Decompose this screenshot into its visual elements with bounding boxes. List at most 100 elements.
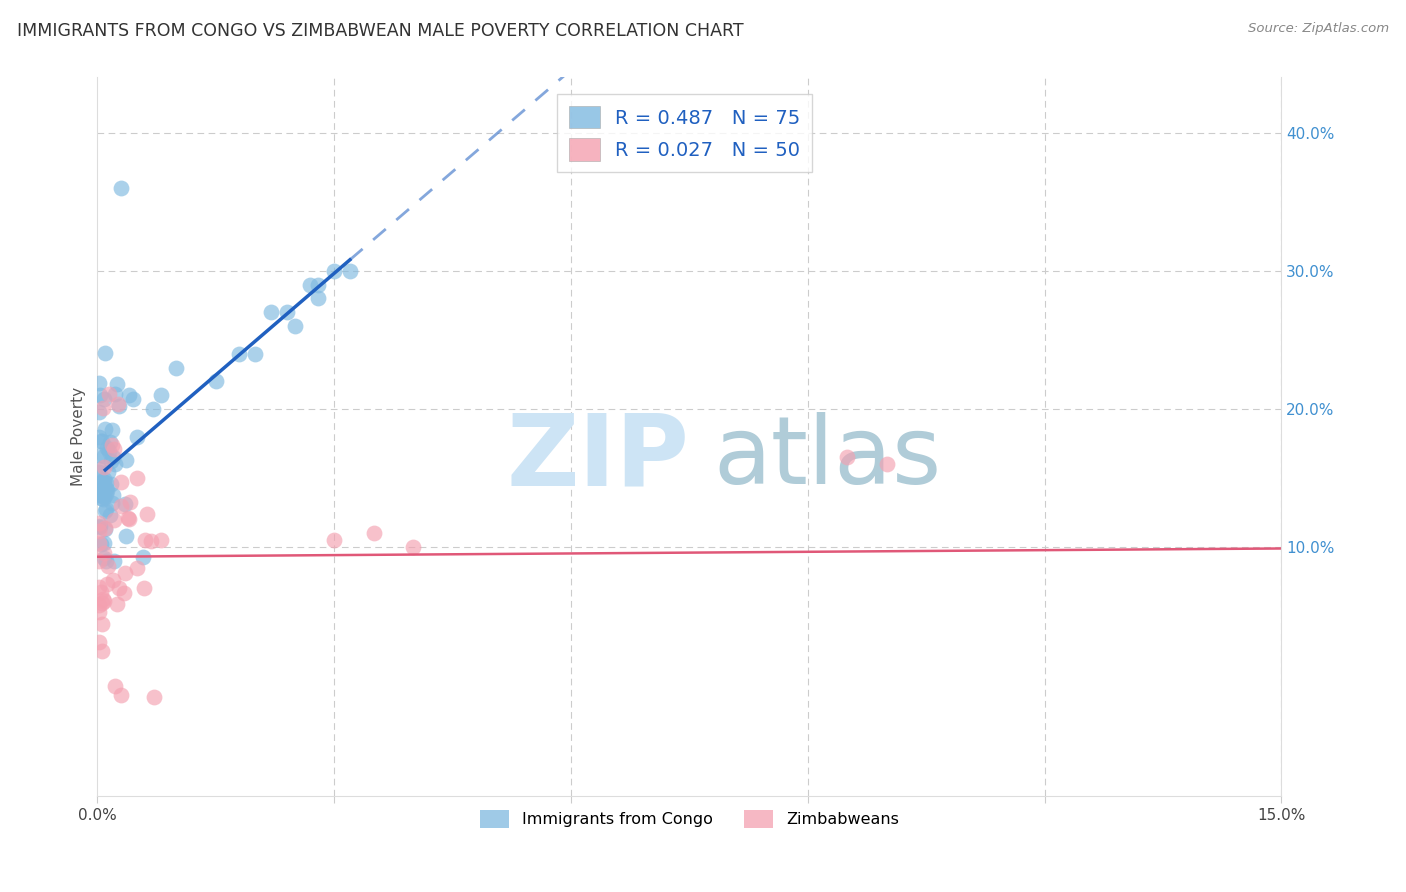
Point: [299, 277, 322, 292]
Point: [104, 457, 127, 471]
Point: [93, 545, 115, 559]
Point: [89, 488, 111, 502]
Point: [100, 454, 122, 468]
Point: [87, 462, 110, 476]
Y-axis label: Male Poverty: Male Poverty: [72, 387, 86, 486]
Point: [108, 582, 131, 596]
Point: [94, 554, 117, 568]
Point: [118, 388, 141, 402]
Point: [110, 499, 132, 513]
Point: [125, 429, 148, 443]
Point: [276, 305, 298, 319]
Point: [323, 264, 346, 278]
Point: [101, 488, 124, 502]
Point: [87, 520, 110, 534]
Text: IMMIGRANTS FROM CONGO VS ZIMBABWEAN MALE POVERTY CORRELATION CHART: IMMIGRANTS FROM CONGO VS ZIMBABWEAN MALE…: [17, 22, 744, 40]
Text: atlas: atlas: [713, 412, 941, 504]
Point: [135, 507, 157, 521]
Point: [110, 475, 132, 489]
Point: [165, 360, 187, 375]
Point: [98, 444, 121, 458]
Point: [87, 606, 110, 620]
Point: [103, 513, 125, 527]
Point: [91, 492, 114, 507]
Point: [94, 482, 117, 496]
Point: [101, 423, 124, 437]
Point: [284, 319, 307, 334]
Point: [96, 577, 118, 591]
Point: [142, 401, 165, 416]
Point: [114, 452, 136, 467]
Point: [89, 448, 111, 462]
Point: [339, 264, 361, 278]
Point: [131, 550, 153, 565]
Point: [93, 450, 115, 464]
Point: [103, 450, 125, 465]
Point: [90, 434, 112, 448]
Point: [114, 529, 136, 543]
Point: [125, 560, 148, 574]
Point: [98, 508, 121, 523]
Text: Source: ZipAtlas.com: Source: ZipAtlas.com: [1249, 22, 1389, 36]
Point: [87, 466, 110, 480]
Point: [204, 375, 226, 389]
Point: [94, 502, 117, 516]
Text: ZIP: ZIP: [506, 409, 689, 507]
Point: [93, 536, 115, 550]
Legend: Immigrants from Congo, Zimbabweans: Immigrants from Congo, Zimbabweans: [474, 803, 905, 834]
Point: [105, 597, 128, 611]
Point: [89, 518, 111, 533]
Point: [93, 401, 115, 415]
Point: [134, 581, 156, 595]
Point: [114, 497, 136, 511]
Point: [93, 346, 115, 360]
Point: [139, 534, 162, 549]
Point: [87, 580, 110, 594]
Point: [101, 573, 124, 587]
Point: [87, 405, 110, 419]
Point: [125, 471, 148, 485]
Point: [149, 388, 172, 402]
Point: [87, 554, 110, 568]
Point: [87, 524, 110, 538]
Point: [307, 292, 329, 306]
Point: [97, 558, 120, 573]
Point: [87, 598, 110, 612]
Point: [93, 459, 115, 474]
Point: [90, 596, 112, 610]
Point: [94, 487, 117, 501]
Point: [114, 566, 136, 580]
Point: [87, 430, 110, 444]
Point: [876, 457, 898, 471]
Point: [90, 491, 112, 506]
Point: [91, 591, 114, 606]
Point: [108, 400, 131, 414]
Point: [91, 487, 114, 501]
Point: [101, 496, 124, 510]
Point: [121, 392, 143, 406]
Point: [94, 476, 117, 491]
Point: [91, 475, 114, 490]
Point: [101, 438, 124, 452]
Point: [91, 482, 114, 496]
Point: [245, 347, 267, 361]
Point: [94, 504, 117, 518]
Point: [104, 679, 127, 693]
Point: [90, 644, 112, 658]
Point: [94, 522, 117, 536]
Point: [93, 392, 115, 407]
Point: [90, 584, 112, 599]
Point: [228, 347, 250, 361]
Point: [87, 536, 110, 550]
Point: [107, 397, 129, 411]
Point: [103, 442, 125, 456]
Point: [143, 690, 166, 704]
Point: [118, 495, 141, 509]
Point: [93, 594, 115, 608]
Point: [103, 554, 125, 568]
Point: [837, 450, 859, 465]
Point: [93, 478, 115, 492]
Point: [110, 181, 132, 195]
Point: [149, 533, 172, 548]
Point: [402, 540, 425, 554]
